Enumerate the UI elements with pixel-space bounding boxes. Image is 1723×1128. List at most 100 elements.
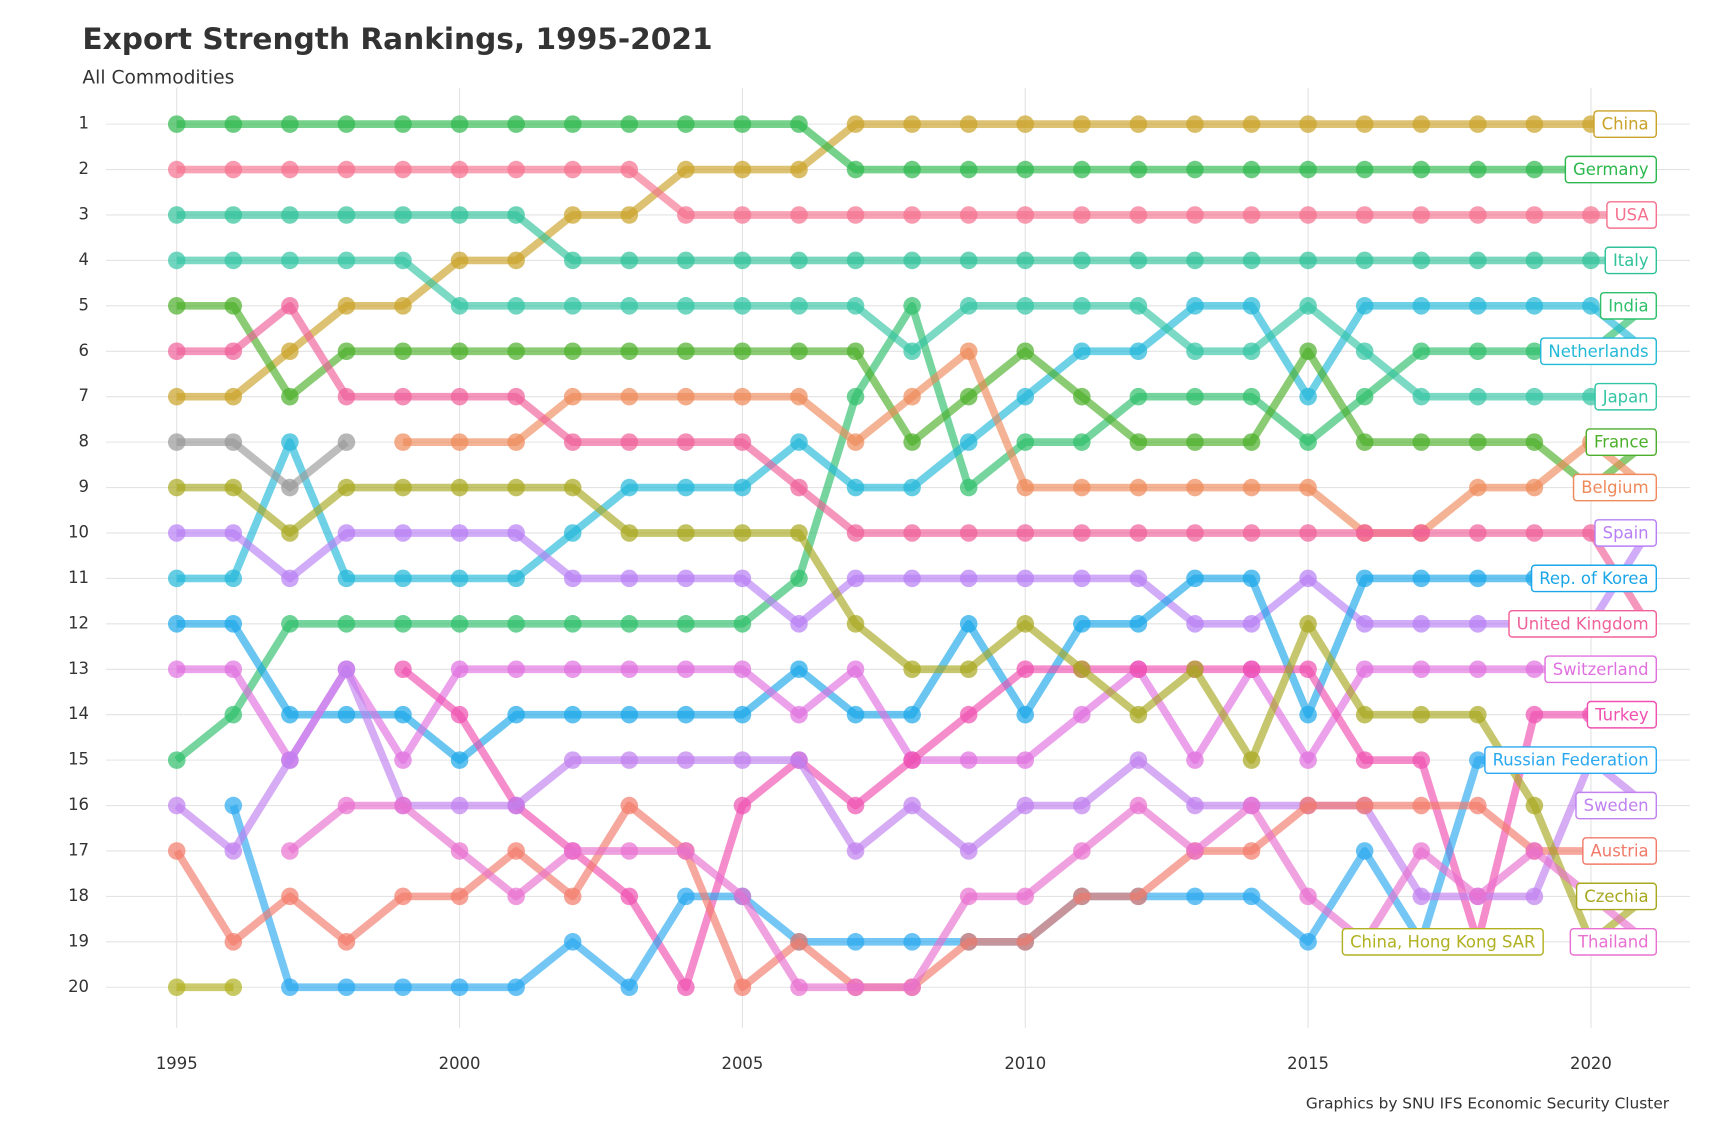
point	[1355, 433, 1374, 451]
end-label: United Kingdom	[1508, 609, 1658, 638]
point	[1355, 206, 1374, 224]
point	[1129, 297, 1148, 315]
point	[281, 887, 299, 906]
label-box	[1484, 746, 1658, 775]
point	[167, 206, 186, 224]
label-box	[1569, 927, 1658, 956]
point	[1016, 660, 1035, 679]
label-box	[1582, 837, 1658, 865]
point	[959, 342, 978, 361]
point	[507, 433, 525, 451]
point	[733, 251, 752, 270]
point	[677, 978, 695, 997]
point	[507, 887, 525, 906]
point	[563, 569, 582, 588]
point	[563, 705, 582, 724]
end-label: Russian Federation	[1484, 746, 1658, 775]
point	[281, 160, 299, 179]
point	[1469, 115, 1487, 133]
point	[394, 160, 412, 179]
end-label: China	[1593, 110, 1658, 139]
y-tick-label: 10	[68, 522, 89, 541]
y-tick-label: 2	[79, 159, 89, 178]
point	[846, 478, 865, 497]
legend-label: United Kingdom	[1517, 614, 1649, 633]
point	[167, 433, 186, 451]
point	[1525, 842, 1544, 860]
point	[281, 569, 299, 588]
point	[677, 297, 695, 315]
legend-label: Belgium	[1581, 478, 1648, 497]
point	[620, 978, 639, 997]
legend-label: Czechia	[1584, 887, 1648, 906]
end-label: France	[1585, 428, 1658, 457]
point	[1186, 115, 1204, 133]
point	[733, 297, 752, 315]
point	[903, 660, 921, 679]
point	[337, 615, 356, 633]
point	[959, 387, 978, 406]
point	[394, 251, 412, 270]
point	[1016, 297, 1035, 315]
point	[959, 297, 978, 315]
point	[846, 978, 865, 997]
point	[394, 887, 412, 906]
point	[903, 478, 921, 497]
label-box	[1341, 927, 1544, 956]
point	[563, 342, 582, 361]
point	[1186, 660, 1204, 679]
point	[1299, 615, 1317, 633]
point	[450, 478, 469, 497]
point	[677, 705, 695, 724]
point	[167, 978, 186, 997]
point	[337, 569, 356, 588]
point	[733, 615, 752, 633]
point	[1355, 842, 1374, 860]
point	[337, 705, 356, 724]
point	[959, 660, 978, 679]
point	[224, 387, 243, 406]
point	[507, 524, 525, 542]
point	[450, 796, 469, 815]
y-tick-label: 1	[79, 114, 89, 133]
point	[1299, 660, 1317, 679]
point	[790, 115, 808, 133]
point	[959, 933, 978, 951]
point	[903, 433, 921, 451]
point	[450, 160, 469, 179]
point	[1016, 796, 1035, 815]
series-line	[176, 256, 1648, 401]
point	[846, 251, 865, 270]
point	[1242, 796, 1261, 815]
point	[450, 978, 469, 997]
point	[1469, 297, 1487, 315]
point	[281, 751, 299, 769]
point	[1016, 206, 1035, 224]
legend-label: Germany	[1573, 160, 1649, 179]
point	[677, 751, 695, 769]
point	[1525, 705, 1544, 724]
point	[677, 887, 695, 906]
y-tick-label: 5	[79, 295, 89, 314]
y-tick-label: 13	[68, 659, 89, 678]
point	[1186, 251, 1204, 270]
point	[733, 387, 752, 406]
point	[1242, 251, 1261, 270]
point	[620, 206, 639, 224]
point	[620, 433, 639, 451]
point	[677, 660, 695, 679]
point	[733, 342, 752, 361]
point	[337, 251, 356, 270]
end-label: Spain	[1594, 519, 1658, 547]
point	[1129, 887, 1148, 906]
point	[903, 978, 921, 997]
point	[450, 251, 469, 270]
y-tick-label: 8	[79, 432, 89, 451]
label-box	[1564, 155, 1658, 184]
point	[790, 978, 808, 997]
point	[1469, 433, 1487, 451]
point	[1469, 796, 1487, 815]
point	[1412, 705, 1431, 724]
label-box	[1594, 519, 1658, 547]
